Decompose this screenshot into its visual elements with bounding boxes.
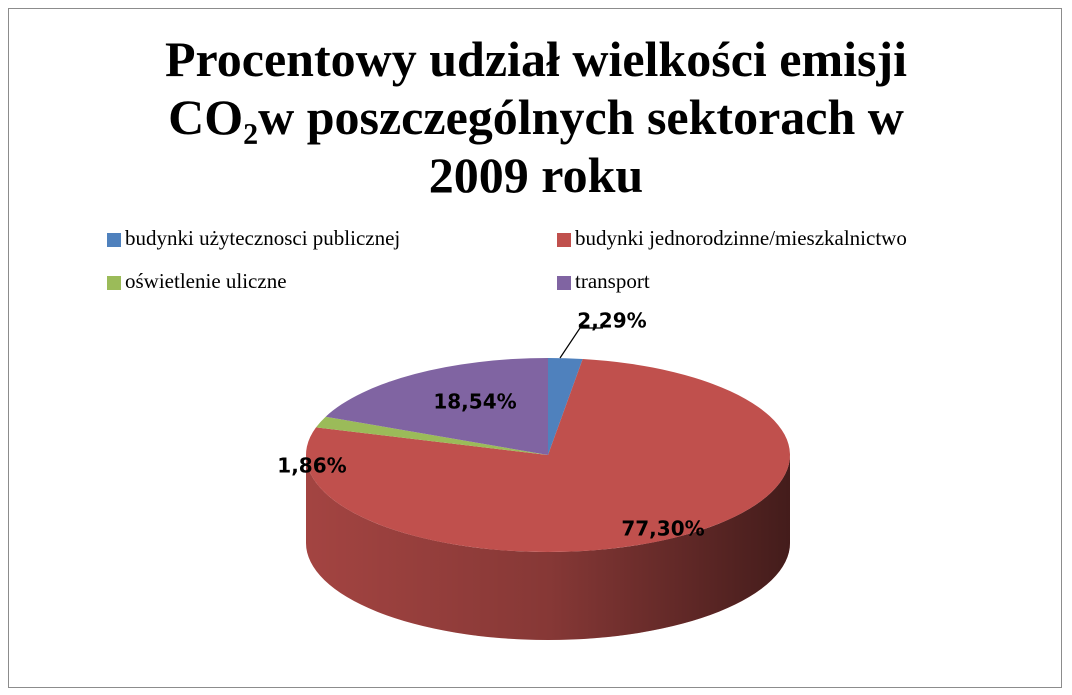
slice [325,358,548,455]
chart-title: Procentowy udział wielkości emisji CO₂w … [164,31,908,203]
chart-frame [8,8,1062,688]
data-label: 1,86% [277,454,346,478]
slice-side-shade [306,455,790,640]
legend-swatch [557,276,571,290]
leader-line [559,327,603,359]
legend-swatch [107,233,121,247]
legend-swatch [557,233,571,247]
legend-label: oświetlenie uliczne [125,269,287,293]
legend-swatch [107,276,121,290]
legend-label: budynki jednorodzinne/mieszkalnictwo [575,226,907,250]
data-label: 18,54% [433,390,516,414]
legend-label: transport [575,269,650,293]
data-label: 2,29% [577,309,646,333]
slice [306,359,791,552]
legend-label: budynki użytecznosci publicznej [125,226,400,250]
slice [316,416,548,455]
data-label: 77,30% [621,517,704,541]
slice [548,358,583,455]
